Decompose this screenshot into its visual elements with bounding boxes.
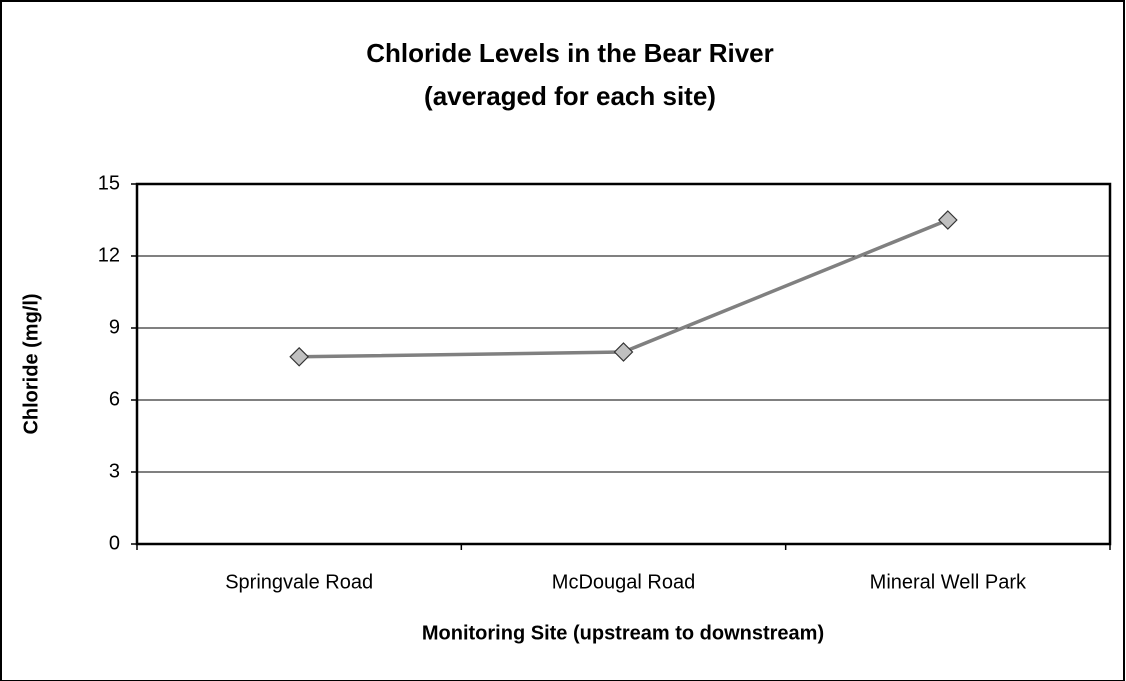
chart-title: Chloride Levels in the Bear River: [366, 38, 773, 68]
x-tick-label: McDougal Road: [552, 571, 695, 593]
y-tick-label: 15: [98, 172, 120, 194]
y-tick-label: 12: [98, 244, 120, 266]
plot-area: [135, 182, 1112, 546]
y-tick-label: 3: [109, 460, 120, 482]
x-axis-title: Monitoring Site (upstream to downstream): [422, 622, 824, 644]
data-point: [613, 342, 634, 362]
x-tick-label: Mineral Well Park: [870, 571, 1027, 593]
y-tick-label: 0: [109, 532, 120, 554]
y-tick-label: 6: [109, 388, 120, 410]
y-tick-label: 9: [109, 316, 120, 338]
chart-subtitle: (averaged for each site): [424, 81, 716, 111]
y-axis-title: Chloride (mg/l): [20, 293, 42, 434]
data-point: [289, 346, 310, 367]
x-tick-label: Springvale Road: [225, 571, 373, 593]
data-point: [937, 210, 958, 230]
